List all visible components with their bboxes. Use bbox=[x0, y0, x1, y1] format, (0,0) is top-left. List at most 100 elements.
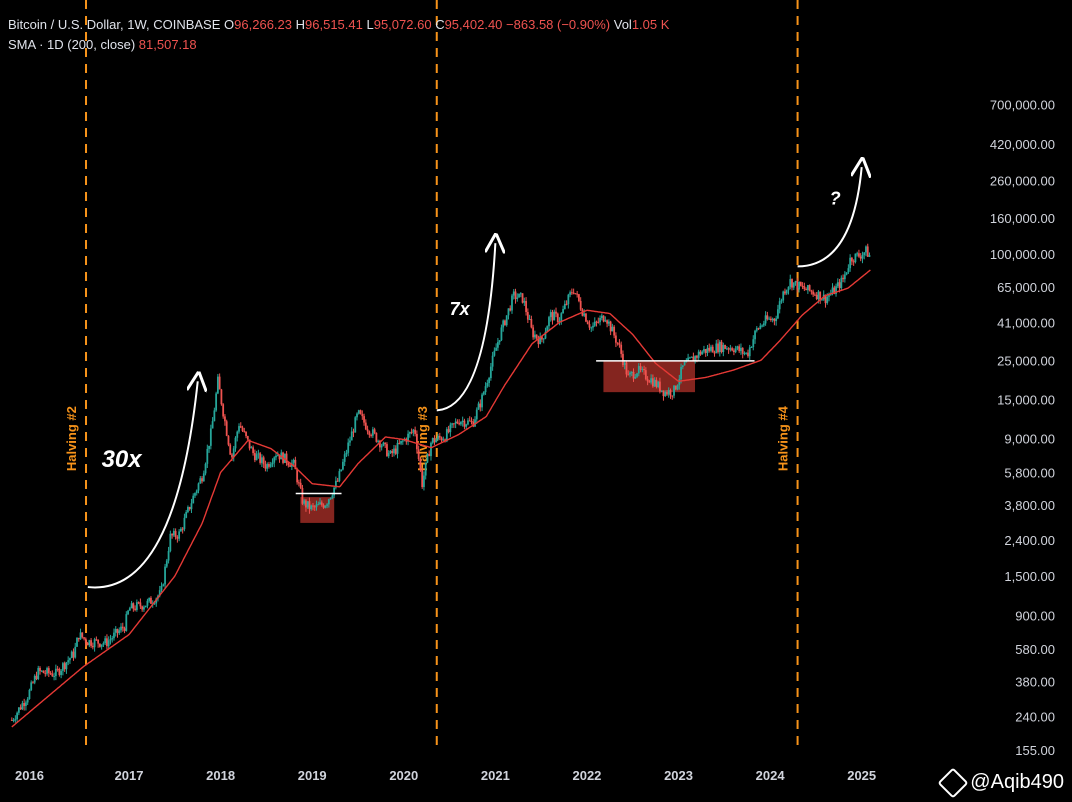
candle-body bbox=[231, 454, 233, 458]
candle-body bbox=[747, 352, 749, 357]
candle-body bbox=[65, 662, 68, 670]
candle-body bbox=[180, 528, 182, 532]
candle-body bbox=[123, 628, 126, 631]
candle-body bbox=[312, 505, 314, 507]
x-tick-label: 2025 bbox=[847, 768, 876, 783]
candle-body bbox=[174, 530, 177, 537]
candle-body bbox=[347, 442, 350, 453]
candle-body bbox=[245, 431, 247, 437]
candle-body bbox=[831, 287, 834, 294]
candle-body bbox=[394, 448, 397, 454]
candle-body bbox=[593, 321, 596, 326]
candle-body bbox=[442, 439, 445, 441]
candle-body bbox=[766, 315, 769, 320]
candle-body bbox=[91, 645, 94, 648]
candle-body bbox=[236, 431, 239, 438]
candle-body bbox=[681, 365, 684, 367]
candle-body bbox=[139, 602, 142, 607]
candle-body bbox=[819, 291, 822, 301]
candle-body bbox=[623, 362, 626, 366]
candle-body bbox=[801, 285, 804, 287]
candle-body bbox=[553, 311, 556, 321]
candle-body bbox=[504, 320, 506, 326]
candle-body bbox=[717, 343, 719, 353]
candle-body bbox=[479, 403, 482, 408]
candle-body bbox=[583, 313, 586, 316]
candle-body bbox=[486, 382, 489, 387]
candle-body bbox=[687, 357, 690, 362]
candle-body bbox=[252, 447, 255, 454]
candle-body bbox=[116, 628, 119, 634]
candle-body bbox=[676, 385, 679, 390]
candle-body bbox=[213, 410, 216, 422]
candle-body bbox=[148, 597, 151, 601]
candle-body bbox=[44, 673, 47, 675]
candle-body bbox=[762, 323, 765, 326]
candle-body bbox=[143, 607, 145, 610]
candle-body bbox=[305, 500, 307, 508]
candle-body bbox=[806, 285, 809, 291]
candle-body bbox=[865, 246, 867, 253]
candle-body bbox=[729, 348, 732, 350]
candle-body bbox=[685, 361, 688, 363]
candle-body bbox=[607, 321, 610, 324]
candle-body bbox=[868, 255, 871, 257]
candle-body bbox=[72, 651, 75, 658]
candle-body bbox=[653, 379, 656, 387]
candle-body bbox=[380, 445, 383, 448]
candle-body bbox=[285, 453, 288, 463]
candle-body bbox=[488, 378, 490, 383]
candle-body bbox=[493, 350, 496, 356]
candle-body bbox=[190, 503, 193, 510]
volume-value: 1.05 K bbox=[631, 17, 670, 32]
candle-body bbox=[565, 303, 568, 305]
candle-body bbox=[650, 378, 653, 383]
candle-body bbox=[419, 459, 422, 470]
candle-body bbox=[100, 644, 103, 647]
candle-body bbox=[741, 347, 744, 354]
y-tick-label: 2,400.00 bbox=[1004, 533, 1055, 548]
candle-body bbox=[165, 560, 168, 567]
candle-body bbox=[130, 603, 133, 609]
candle-body bbox=[838, 282, 841, 289]
candle-body bbox=[79, 632, 82, 640]
candle-body bbox=[224, 416, 226, 422]
x-tick-label: 2017 bbox=[115, 768, 144, 783]
y-tick-label: 160,000.00 bbox=[990, 211, 1055, 226]
candle-body bbox=[40, 670, 43, 672]
candle-body bbox=[410, 432, 413, 434]
candle-body bbox=[264, 464, 267, 469]
candle-body bbox=[368, 431, 371, 435]
candle-body bbox=[669, 390, 672, 396]
candle-body bbox=[674, 385, 677, 390]
candle-body bbox=[340, 469, 343, 472]
candle-body bbox=[799, 281, 802, 286]
candle-body bbox=[461, 420, 464, 423]
candle-body bbox=[850, 257, 853, 262]
candle-body bbox=[60, 670, 63, 675]
candle-body bbox=[294, 459, 297, 470]
candle-body bbox=[320, 502, 323, 505]
candle-body bbox=[384, 442, 387, 445]
candle-body bbox=[310, 505, 313, 510]
candle-body bbox=[234, 437, 237, 449]
candle-body bbox=[53, 676, 55, 678]
candle-body bbox=[586, 321, 589, 325]
candle-body bbox=[491, 355, 494, 367]
candle-body bbox=[144, 605, 147, 608]
y-tick-label: 9,000.00 bbox=[1004, 432, 1055, 447]
candle-body bbox=[706, 347, 709, 353]
candle-body bbox=[74, 646, 77, 658]
candle-body bbox=[269, 464, 272, 467]
candle-body bbox=[150, 597, 152, 604]
candle-body bbox=[769, 318, 772, 321]
candle-body bbox=[489, 366, 492, 379]
candle-body bbox=[63, 663, 66, 670]
candle-body bbox=[58, 669, 61, 675]
indicator-legend[interactable]: SMA · 1D (200, close) 81,507.18 bbox=[8, 37, 197, 52]
candle-body bbox=[255, 454, 258, 461]
candle-body bbox=[86, 642, 89, 646]
candle-body bbox=[424, 462, 427, 476]
candle-body bbox=[664, 391, 667, 397]
